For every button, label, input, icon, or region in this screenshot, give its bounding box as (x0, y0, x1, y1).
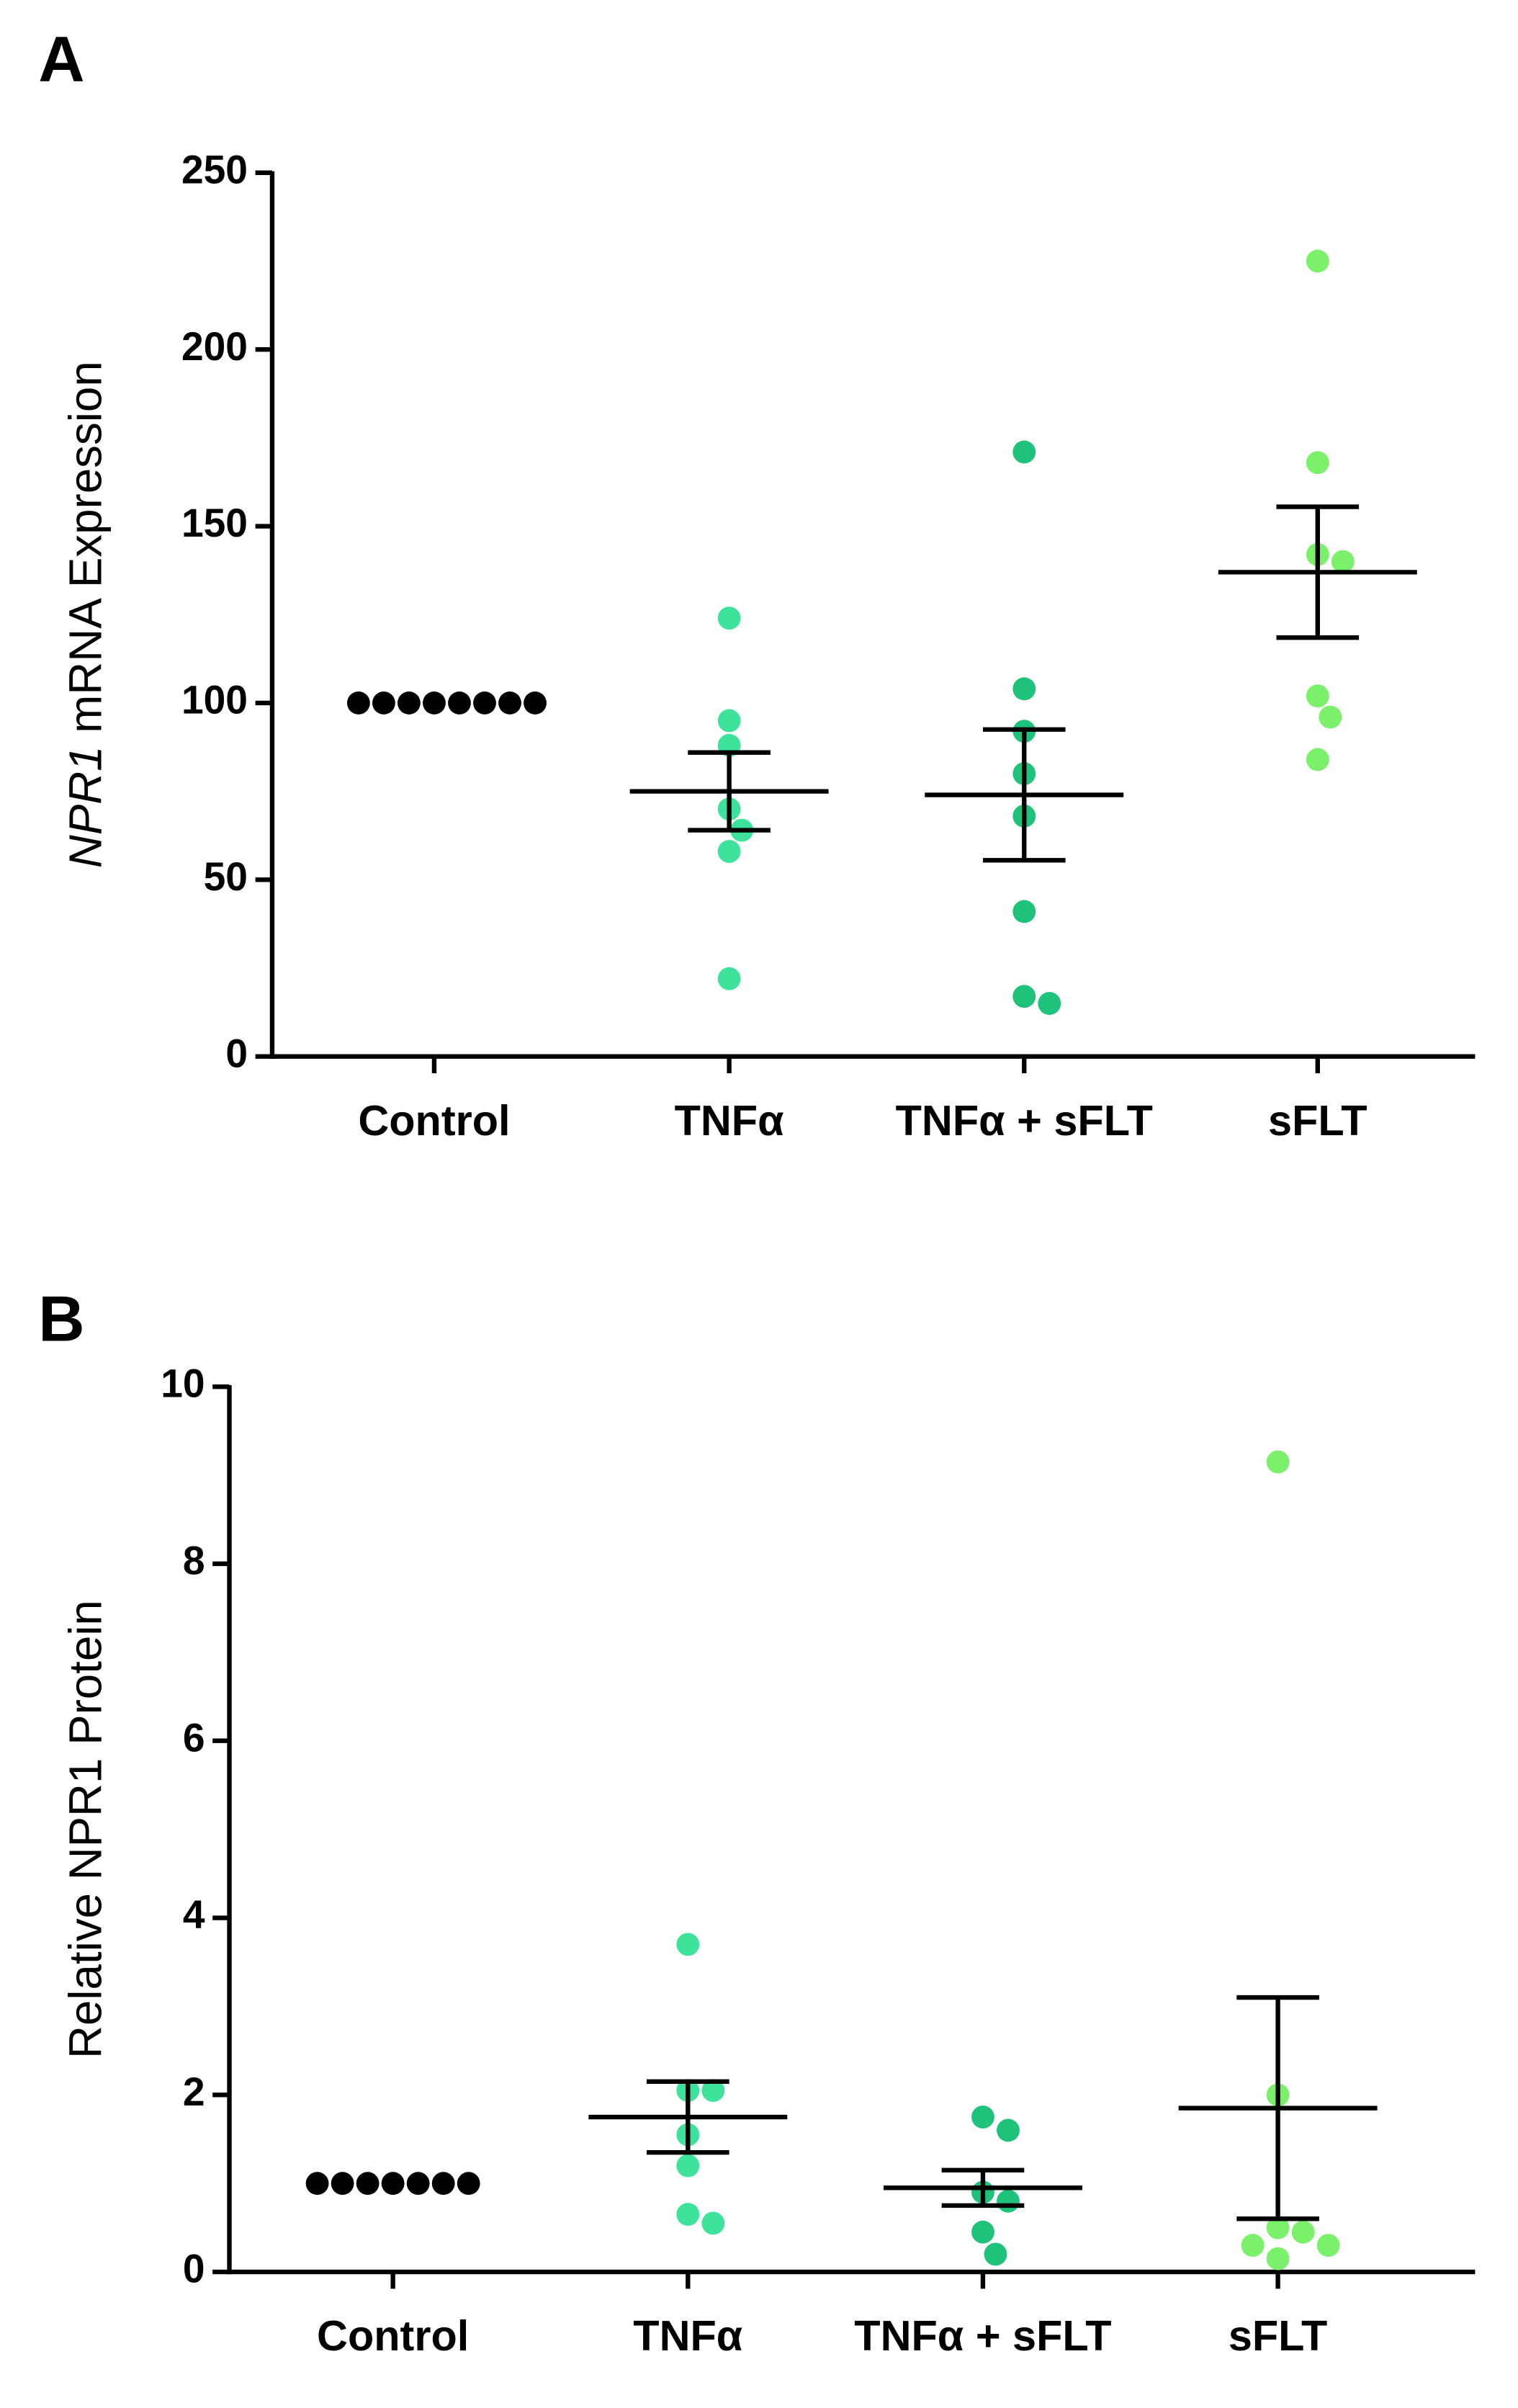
data-point (1306, 451, 1329, 475)
data-point (1012, 440, 1036, 464)
data-point (448, 691, 471, 715)
data-point (305, 2172, 329, 2196)
data-point (346, 691, 370, 715)
y-tick-label: 4 (183, 1892, 205, 1937)
data-point (717, 607, 741, 630)
data-point (524, 691, 547, 715)
x-tick-label: Control (358, 1096, 510, 1145)
error-bar (1276, 504, 1360, 640)
data-point (1316, 2234, 1340, 2257)
data-point (406, 2172, 430, 2196)
data-point (701, 2211, 725, 2235)
y-axis-label: NPR1 mRNA Expression (60, 361, 111, 868)
y-tick-label: 100 (181, 678, 248, 722)
error-bar (688, 750, 771, 833)
data-point (1266, 2247, 1290, 2270)
data-point (473, 691, 496, 715)
data-point (984, 2242, 1007, 2266)
data-point (1012, 677, 1036, 701)
y-axis-label-text: mRNA Expression (60, 361, 111, 733)
data-point (381, 2172, 405, 2196)
y-tick-label: 0 (225, 1031, 248, 1075)
x-tick-label: TNFα + sFLT (896, 1096, 1153, 1145)
data-point (971, 2105, 994, 2129)
data-point (971, 2220, 994, 2244)
error-bar (941, 2167, 1025, 2208)
data-point (1306, 748, 1329, 771)
error-bar (1236, 1995, 1319, 2221)
y-tick-label: 250 (181, 147, 248, 192)
data-point (1306, 684, 1329, 708)
data-point (1241, 2234, 1265, 2257)
y-axis-label-text: Relative NPR1 Protein (60, 1600, 111, 2059)
y-tick-label: 0 (183, 2247, 205, 2291)
x-tick-label: TNFα (675, 1096, 784, 1145)
data-point (676, 1933, 700, 1956)
data-point (701, 2079, 725, 2103)
x-tick-label: TNFα + sFLT (854, 2311, 1111, 2360)
data-point (1012, 900, 1036, 923)
data-point (331, 2172, 354, 2196)
data-point (1038, 992, 1061, 1015)
data-point (1306, 249, 1329, 273)
data-point (372, 691, 395, 715)
data-point (1012, 985, 1036, 1008)
data-point (431, 2172, 455, 2196)
data-point (997, 2189, 1020, 2213)
data-point (1331, 550, 1355, 573)
y-tick-label: 200 (181, 324, 248, 369)
y-tick-label: 6 (183, 1715, 205, 1760)
data-point (717, 840, 741, 863)
panel-label: A (38, 23, 84, 95)
data-point (457, 2172, 480, 2196)
y-tick-label: 50 (204, 854, 248, 899)
y-axis-label-italic: NPR1 (60, 746, 111, 868)
data-point (356, 2172, 380, 2196)
x-tick-label: sFLT (1229, 2311, 1328, 2360)
x-tick-label: sFLT (1268, 1096, 1367, 1145)
y-axis-label: Relative NPR1 Protein (60, 1600, 111, 2059)
data-point (1291, 2220, 1315, 2244)
data-point (498, 691, 521, 715)
data-point (676, 2203, 700, 2226)
data-point (1266, 1450, 1290, 1474)
data-point (1319, 705, 1342, 729)
data-point (398, 691, 421, 715)
y-tick-label: 8 (183, 1539, 205, 1583)
panel-label: B (38, 1283, 84, 1355)
error-bar (982, 727, 1066, 863)
x-tick-label: TNFα (633, 2311, 742, 2360)
data-point (717, 709, 741, 733)
data-point (676, 2154, 700, 2178)
data-point (423, 691, 446, 715)
y-tick-label: 2 (183, 2069, 205, 2114)
y-tick-label: 150 (181, 501, 248, 545)
data-point (1266, 2216, 1290, 2239)
data-point (997, 2118, 1020, 2142)
y-tick-label: 10 (161, 1361, 205, 1406)
error-bar (646, 2079, 729, 2155)
x-tick-label: Control (317, 2311, 469, 2360)
data-point (717, 967, 741, 990)
